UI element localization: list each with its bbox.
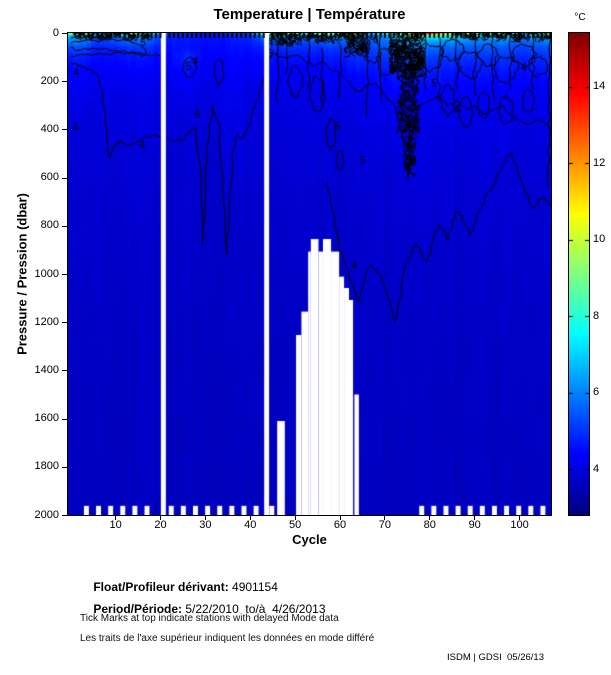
x-axis-label: Cycle <box>292 532 327 547</box>
x-tick-label: 70 <box>378 519 392 531</box>
x-tick-label: 60 <box>333 519 347 531</box>
x-axis-tick <box>115 515 117 520</box>
period-value: 5/22/2010 to/à 4/26/2013 <box>182 602 326 616</box>
y-axis-tick <box>62 177 67 179</box>
x-tick-label: 50 <box>289 519 302 531</box>
x-tick-label: 30 <box>199 519 212 531</box>
y-tick-label: 1000 <box>34 267 59 280</box>
x-tick-label: 80 <box>423 519 436 531</box>
x-tick-label: 100 <box>510 519 529 531</box>
colorbar-unit-label: °C <box>574 12 586 23</box>
y-axis-tick <box>62 129 67 131</box>
y-axis-tick <box>62 466 67 468</box>
y-tick-label: 0 <box>52 26 59 39</box>
colorbar-tick-label: 12 <box>593 156 606 169</box>
float-id-value: 4901154 <box>228 580 278 594</box>
float-id-line: Float/Profileur dérivant: 4901154 <box>80 566 278 608</box>
period-label: Period/Période: <box>93 602 183 616</box>
y-axis-tick <box>62 322 67 324</box>
colorbar-canvas <box>568 32 590 516</box>
y-axis-tick <box>62 225 67 227</box>
x-axis-tick <box>159 515 161 520</box>
x-axis-tick <box>249 515 251 520</box>
y-tick-label: 800 <box>40 219 59 232</box>
colorbar-tick-label: 8 <box>593 309 600 322</box>
x-axis-tick <box>429 515 431 520</box>
float-id-label: Float/Profileur dérivant: <box>93 580 229 594</box>
y-axis-label: Pressure / Pression (dbar) <box>14 193 30 355</box>
y-axis-tick <box>62 81 67 83</box>
x-axis-tick <box>339 515 341 520</box>
y-axis-tick <box>62 515 67 516</box>
x-axis-tick <box>204 515 206 520</box>
y-tick-label: 1400 <box>34 363 59 376</box>
colorbar-tick-label: 6 <box>593 386 600 399</box>
y-tick-label: 2000 <box>34 508 59 521</box>
colorbar-tick-label: 14 <box>593 80 606 93</box>
x-axis-tick <box>474 515 476 520</box>
y-axis-tick <box>62 33 67 34</box>
y-tick-label: 400 <box>40 122 59 135</box>
y-tick-label: 1800 <box>34 460 59 473</box>
note-english: Tick Marks at top indicate stations with… <box>80 613 339 624</box>
colorbar-tick-label: 10 <box>593 233 606 246</box>
agency-credit: ISDM | GDSI 05/26/13 <box>447 652 544 663</box>
figure-title: Temperature | Température <box>213 6 406 23</box>
x-tick-label: 90 <box>468 519 481 531</box>
x-tick-label: 10 <box>109 519 122 531</box>
x-tick-label: 40 <box>244 519 257 531</box>
y-tick-label: 600 <box>40 171 59 184</box>
x-axis-tick <box>519 515 521 520</box>
y-tick-label: 1200 <box>34 315 59 328</box>
colorbar-tick-label: 4 <box>593 462 600 475</box>
period-line: Period/Période: 5/22/2010 to/à 4/26/2013 <box>80 588 326 630</box>
note-french: Les traits de l'axe supérieur indiquent … <box>80 633 375 644</box>
y-axis-tick <box>62 418 67 420</box>
x-axis-tick <box>384 515 386 520</box>
y-axis-tick <box>62 370 67 372</box>
y-tick-label: 1600 <box>34 412 59 425</box>
x-tick-label: 20 <box>154 519 167 531</box>
x-axis-tick <box>294 515 296 520</box>
temperature-heatmap-canvas <box>67 32 552 516</box>
y-tick-label: 200 <box>40 74 59 87</box>
y-axis-tick <box>62 274 67 275</box>
